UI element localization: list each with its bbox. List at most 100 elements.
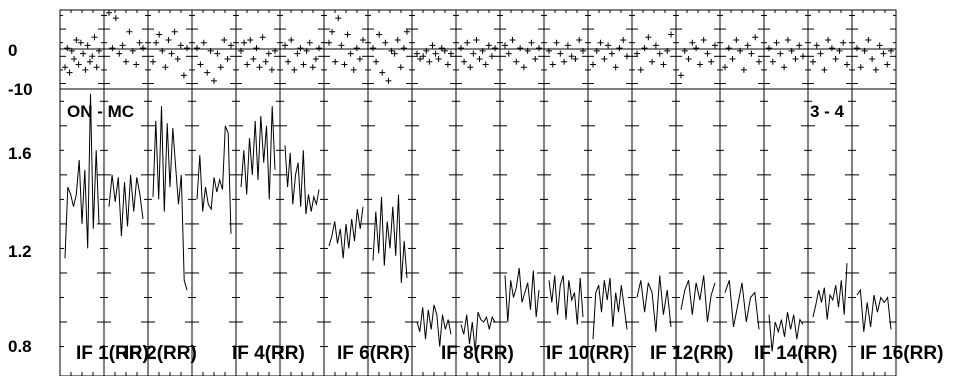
residual-point: [492, 45, 498, 52]
residual-point: [748, 50, 755, 57]
residual-point: [335, 15, 342, 22]
residual-point: [800, 53, 806, 60]
residual-point: [564, 42, 571, 49]
residual-point: [82, 66, 89, 73]
residual-point: [373, 58, 380, 65]
if-label: IF 10(RR): [546, 343, 629, 364]
residual-point: [300, 61, 307, 68]
residual-point: [217, 64, 224, 71]
residual-point: [737, 47, 744, 54]
residual-point: [253, 45, 260, 52]
residual-point: [417, 56, 424, 63]
residual-point: [708, 58, 715, 65]
residual-point: [394, 36, 401, 43]
residual-point: [744, 42, 751, 49]
series-line: [592, 277, 628, 340]
residual-point: [536, 45, 542, 52]
residual-point: [341, 61, 348, 68]
ytick-label-resid-0: 0: [8, 41, 17, 60]
residual-point: [204, 69, 211, 76]
residual-point: [80, 50, 87, 57]
residual-point: [382, 39, 389, 46]
residual-point: [649, 58, 656, 65]
residual-point: [485, 42, 492, 49]
residual-point: [96, 47, 102, 54]
residual-point: [344, 31, 351, 38]
residual-point: [444, 61, 451, 68]
residual-point: [476, 56, 483, 63]
residual-point: [62, 64, 68, 71]
residual-point: [660, 61, 667, 68]
residual-point: [93, 64, 100, 71]
series-lines: [64, 93, 892, 352]
if-label: IF 14(RR): [754, 343, 837, 364]
residual-point: [641, 45, 648, 52]
ytick-label-0.8: 0.8: [8, 337, 32, 356]
residual-point: [116, 50, 123, 57]
residual-point: [693, 45, 700, 52]
residual-point: [391, 50, 398, 57]
series-line: [768, 312, 804, 352]
residual-point: [84, 42, 91, 49]
residual-point: [616, 45, 623, 52]
residual-point: [572, 56, 579, 63]
residual-point: [473, 36, 480, 43]
residual-point: [880, 50, 887, 57]
residual-point: [872, 66, 879, 73]
residual-point: [733, 36, 740, 43]
residual-point: [64, 45, 71, 52]
residual-point: [156, 31, 163, 38]
residual-point: [347, 50, 354, 57]
residual-point: [656, 50, 663, 57]
residual-point: [722, 64, 728, 71]
residual-point: [553, 39, 560, 46]
residual-point: [429, 42, 436, 49]
residual-point: [150, 58, 156, 65]
residual-point: [423, 47, 430, 54]
residual-point: [813, 42, 820, 49]
residual-point: [112, 15, 119, 22]
residual-point: [66, 69, 73, 76]
if-label: IF 12(RR): [650, 343, 733, 364]
residual-point: [385, 77, 392, 84]
residual-point: [77, 39, 84, 46]
residual-point: [832, 56, 839, 63]
residual-point: [109, 45, 116, 52]
residual-point: [214, 50, 221, 57]
residual-point: [250, 56, 257, 63]
residual-point: [840, 39, 847, 46]
residual-point: [464, 39, 471, 46]
series-line: [64, 93, 100, 259]
if-label: IF 8(RR): [441, 343, 514, 364]
residual-point: [637, 66, 644, 73]
residual-point: [370, 45, 376, 52]
series-line: [856, 288, 892, 332]
residual-point: [106, 9, 112, 16]
residual-point: [291, 66, 298, 73]
series-line: [196, 125, 232, 234]
residual-point: [329, 28, 336, 35]
residual-point: [211, 77, 217, 84]
residual-point: [119, 42, 126, 49]
residual-point: [620, 36, 627, 43]
residual-point: [238, 47, 244, 54]
residual-point: [207, 47, 214, 54]
residual-point: [668, 31, 674, 38]
series-line: [284, 145, 320, 215]
residual-point: [153, 39, 160, 46]
residual-point: [652, 42, 659, 49]
residual-point: [876, 42, 883, 49]
residual-point: [420, 53, 427, 60]
residual-point: [441, 47, 448, 54]
residual-point: [467, 64, 474, 71]
series-line: [240, 106, 276, 200]
residual-point: [200, 39, 207, 46]
residual-point: [777, 50, 784, 57]
if-label: IF 4(RR): [232, 343, 305, 364]
series-line: [152, 106, 188, 291]
residual-point: [561, 58, 568, 65]
residual-point: [634, 50, 640, 57]
residual-point: [505, 50, 512, 57]
series-line: [548, 275, 584, 325]
residual-point: [171, 28, 178, 35]
